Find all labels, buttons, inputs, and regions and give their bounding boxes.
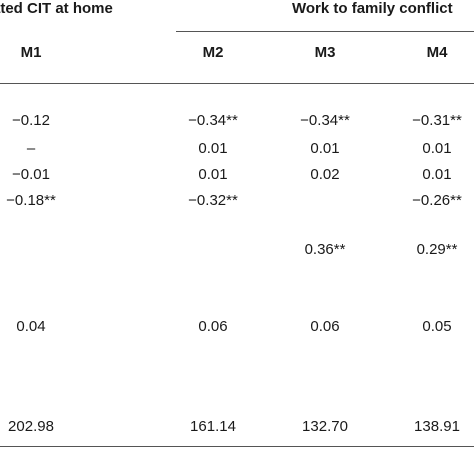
table-cell-r1-m4: 0.01 xyxy=(422,140,452,157)
group-underline xyxy=(176,31,474,32)
table-cell-r2-m3: 0.02 xyxy=(310,166,340,183)
table-cell-r0-m3: −0.34** xyxy=(300,112,350,129)
table-cell-r5-m2: 0.06 xyxy=(198,318,228,335)
table-cell-r1-m3: 0.01 xyxy=(310,140,340,157)
table-cell-r2-m2: 0.01 xyxy=(198,166,228,183)
table-cell-r1-m1: – xyxy=(26,140,36,157)
table-cell-r6-m4: 138.91 xyxy=(414,418,460,435)
table-cell-r3-m4: −0.26** xyxy=(412,192,462,209)
table-cell-r3-m1: −0.18** xyxy=(6,192,56,209)
column-header-m2: M2 xyxy=(202,44,224,61)
group-header-right: Work to family conflict xyxy=(292,0,453,17)
column-header-m4: M4 xyxy=(426,44,448,61)
table-cell-r6-m3: 132.70 xyxy=(302,418,348,435)
table-cell-r2-m4: 0.01 xyxy=(422,166,452,183)
table-cell-r0-m2: −0.34** xyxy=(188,112,238,129)
table-cell-r4-m4: 0.29** xyxy=(416,241,458,258)
column-header-m1: M1 xyxy=(20,44,42,61)
bottom-rule xyxy=(0,446,474,447)
table-cell-r5-m4: 0.05 xyxy=(422,318,452,335)
column-header-m3: M3 xyxy=(314,44,336,61)
table-cell-r0-m4: −0.31** xyxy=(412,112,462,129)
table-cell-r1-m2: 0.01 xyxy=(198,140,228,157)
header-rule xyxy=(0,83,474,84)
table-cell-r0-m1: −0.12 xyxy=(12,112,50,129)
table-cell-r2-m1: −0.01 xyxy=(12,166,50,183)
table-cell-r4-m3: 0.36** xyxy=(304,241,346,258)
group-header-left: ated CIT at home xyxy=(0,0,113,17)
table-cell-r5-m3: 0.06 xyxy=(310,318,340,335)
table-cell-r6-m1: 202.98 xyxy=(8,418,54,435)
table-cell-r6-m2: 161.14 xyxy=(190,418,236,435)
table-cell-r5-m1: 0.04 xyxy=(16,318,46,335)
table-cell-r3-m2: −0.32** xyxy=(188,192,238,209)
